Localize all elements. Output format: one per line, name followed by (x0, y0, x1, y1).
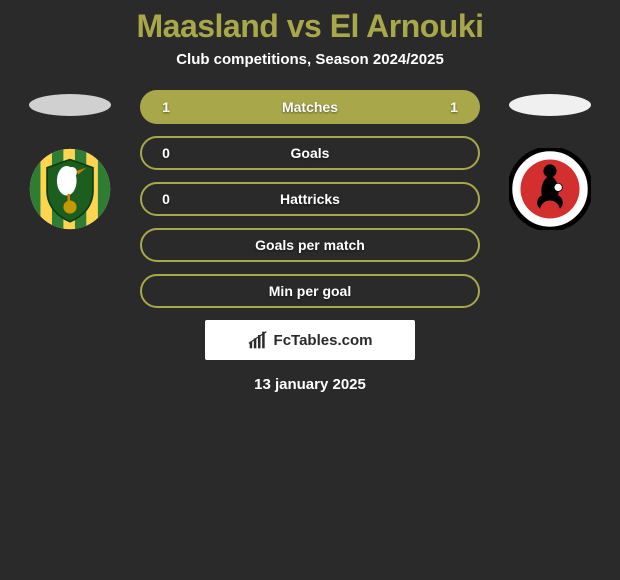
team-right-country-flag (509, 94, 591, 116)
stat-row: Goals per match (140, 228, 480, 262)
stat-row: 0 Goals (140, 136, 480, 170)
stat-left-value: 0 (156, 191, 176, 207)
stat-row: Min per goal (140, 274, 480, 308)
team-left-crest-icon (29, 148, 111, 230)
chart-bars-icon (248, 330, 268, 350)
team-right-crest-icon (509, 148, 591, 230)
page-subtitle: Club competitions, Season 2024/2025 (176, 51, 444, 68)
team-left-crest (29, 148, 111, 230)
date-text: 13 january 2025 (254, 376, 366, 393)
stat-label: Goals (291, 145, 330, 161)
team-left-country-flag (29, 94, 111, 116)
stats-column: 1 Matches 1 0 Goals 0 Hattricks Goals pe… (140, 90, 480, 308)
watermark: FcTables.com (205, 320, 415, 360)
stat-label: Hattricks (280, 191, 340, 207)
team-left-col (20, 90, 120, 230)
stat-row: 1 Matches 1 (140, 90, 480, 124)
watermark-text: FcTables.com (274, 332, 373, 349)
stat-left-value: 1 (156, 99, 176, 115)
team-right-col (500, 90, 600, 230)
team-right-crest (509, 148, 591, 230)
stat-row: 0 Hattricks (140, 182, 480, 216)
comparison-row: 1 Matches 1 0 Goals 0 Hattricks Goals pe… (0, 90, 620, 308)
stat-right-value: 1 (444, 99, 464, 115)
stat-label: Goals per match (255, 237, 365, 253)
stat-left-value: 0 (156, 145, 176, 161)
page-title: Maasland vs El Arnouki (136, 8, 483, 45)
stat-label: Matches (282, 99, 338, 115)
stat-label: Min per goal (269, 283, 351, 299)
